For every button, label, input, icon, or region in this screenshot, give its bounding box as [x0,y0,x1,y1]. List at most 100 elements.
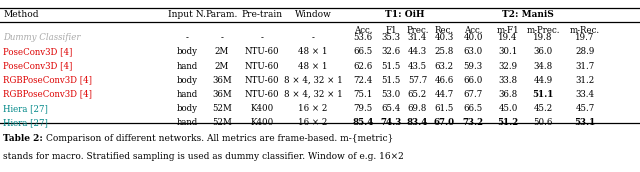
Text: 44.7: 44.7 [435,90,454,99]
Text: 44.3: 44.3 [408,47,427,56]
Text: 59.3: 59.3 [463,62,483,71]
Text: hand: hand [177,90,198,99]
Text: 52M: 52M [212,104,232,113]
Text: Prec.: Prec. [406,26,429,35]
Text: 36M: 36M [212,90,232,99]
Text: m-F1: m-F1 [497,26,519,35]
Text: m-Prec.: m-Prec. [526,26,560,35]
Text: 48 × 1: 48 × 1 [298,47,328,56]
Text: 35.3: 35.3 [381,33,401,42]
Text: m-Rec.: m-Rec. [570,26,600,35]
Text: 32.6: 32.6 [381,47,401,56]
Text: 44.9: 44.9 [533,76,552,85]
Text: 25.8: 25.8 [435,47,454,56]
Text: 63.2: 63.2 [435,62,454,71]
Text: Acc.: Acc. [464,26,483,35]
Text: 34.8: 34.8 [533,62,552,71]
Text: PoseConv3D [4]: PoseConv3D [4] [3,47,72,56]
Text: 40.3: 40.3 [435,33,454,42]
Text: body: body [177,47,198,56]
Text: 19.4: 19.4 [499,33,518,42]
Text: 73.2: 73.2 [463,118,484,127]
Text: 30.1: 30.1 [499,47,518,56]
Text: NTU-60: NTU-60 [244,62,279,71]
Text: 8 × 4, 32 × 1: 8 × 4, 32 × 1 [284,90,342,99]
Text: 72.4: 72.4 [353,76,372,85]
Text: NTU-60: NTU-60 [244,47,279,56]
Text: 66.0: 66.0 [463,76,483,85]
Text: -: - [260,33,264,42]
Text: stands for macro. Stratified sampling is used as dummy classifier. Window of e.g: stands for macro. Stratified sampling is… [3,152,404,161]
Text: 61.5: 61.5 [435,104,454,113]
Text: 52M: 52M [212,118,232,127]
Text: body: body [177,104,198,113]
Text: RGBPoseConv3D [4]: RGBPoseConv3D [4] [3,90,92,99]
Text: 66.5: 66.5 [463,104,483,113]
Text: 36.0: 36.0 [533,47,552,56]
Text: 65.2: 65.2 [408,90,427,99]
Text: 33.4: 33.4 [575,90,595,99]
Text: 36.8: 36.8 [499,90,518,99]
Text: NTU-60: NTU-60 [244,76,279,85]
Text: Rec.: Rec. [435,26,454,35]
Text: Hiera [27]: Hiera [27] [3,104,48,113]
Text: -: - [312,33,314,42]
Text: 43.5: 43.5 [408,62,427,71]
Text: body: body [177,76,198,85]
Text: 53.0: 53.0 [381,90,401,99]
Text: 63.0: 63.0 [463,47,483,56]
Text: Window: Window [294,10,332,19]
Text: 8 × 4, 32 × 1: 8 × 4, 32 × 1 [284,76,342,85]
Text: 36M: 36M [212,76,232,85]
Text: 2M: 2M [215,47,229,56]
Text: NTU-60: NTU-60 [244,90,279,99]
Text: -: - [221,33,223,42]
Text: Hiera [27]: Hiera [27] [3,118,48,127]
Text: 28.9: 28.9 [575,47,595,56]
Text: 67.0: 67.0 [433,118,454,127]
Text: Method: Method [3,10,38,19]
Text: Pre-train: Pre-train [241,10,283,19]
Text: 2M: 2M [215,62,229,71]
Text: 62.6: 62.6 [353,62,372,71]
Text: F1: F1 [385,26,397,35]
Text: 32.9: 32.9 [499,62,518,71]
Text: T1: OiH: T1: OiH [385,10,424,19]
Text: Comparison of different networks. All metrics are frame-based. m-{metric}: Comparison of different networks. All me… [46,134,393,143]
Text: 45.2: 45.2 [533,104,552,113]
Text: Input N.: Input N. [168,10,206,19]
Text: PoseConv3D [4]: PoseConv3D [4] [3,62,72,71]
Text: 51.2: 51.2 [497,118,518,127]
Text: 31.4: 31.4 [408,33,427,42]
Text: 65.4: 65.4 [381,104,401,113]
Text: 48 × 1: 48 × 1 [298,62,328,71]
Text: Dummy Classifier: Dummy Classifier [3,33,81,42]
Text: 19.8: 19.8 [533,33,553,42]
Text: hand: hand [177,62,198,71]
Text: 53.1: 53.1 [574,118,596,127]
Text: 69.8: 69.8 [408,104,427,113]
Text: -: - [186,33,188,42]
Text: 40.0: 40.0 [463,33,483,42]
Text: 16 × 2: 16 × 2 [298,118,328,127]
Text: 45.0: 45.0 [499,104,518,113]
Text: 51.5: 51.5 [381,76,401,85]
Text: 16 × 2: 16 × 2 [298,104,328,113]
Text: hand: hand [177,118,198,127]
Text: 57.7: 57.7 [408,76,427,85]
Text: 31.2: 31.2 [575,76,595,85]
Text: 75.1: 75.1 [353,90,372,99]
Text: 51.5: 51.5 [381,62,401,71]
Text: K400: K400 [250,118,274,127]
Text: 79.5: 79.5 [353,104,372,113]
Text: 51.1: 51.1 [532,90,554,99]
Text: Param.: Param. [206,10,238,19]
Text: T2: ManiS: T2: ManiS [502,10,554,19]
Text: 74.3: 74.3 [380,118,402,127]
Text: 33.8: 33.8 [499,76,518,85]
Text: Acc.: Acc. [354,26,372,35]
Text: 19.7: 19.7 [575,33,595,42]
Text: 46.6: 46.6 [435,76,454,85]
Text: RGBPoseConv3D [4]: RGBPoseConv3D [4] [3,76,92,85]
Text: 67.7: 67.7 [463,90,483,99]
